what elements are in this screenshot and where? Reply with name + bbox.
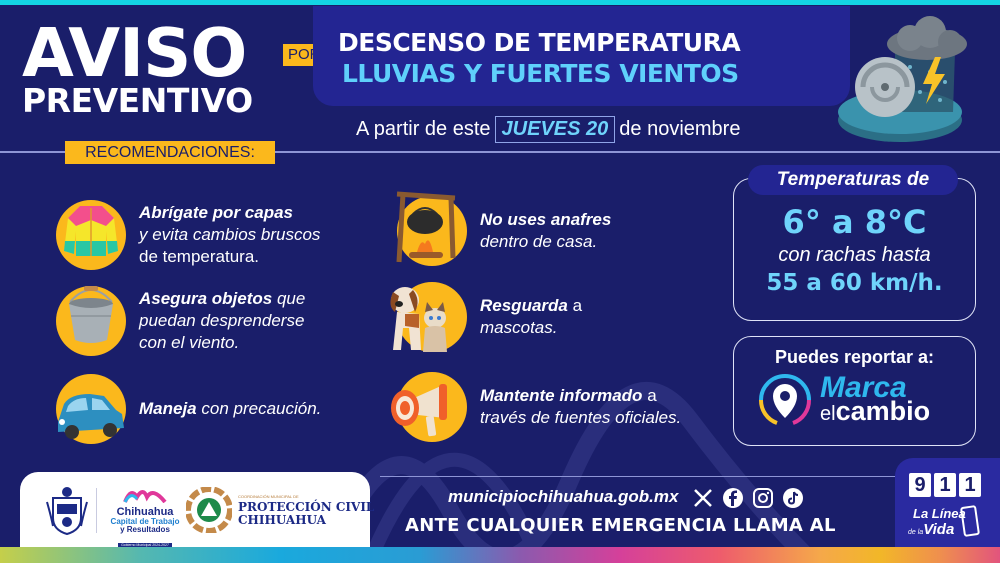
date-suffix: de noviembre bbox=[619, 118, 741, 140]
recommendation-item: Abrígate por capas y evita cambios brusc… bbox=[56, 200, 320, 270]
hotline-label-line2: de laVida bbox=[908, 521, 955, 538]
website-link[interactable]: municipiochihuahua.gob.mx bbox=[448, 487, 679, 506]
temperature-subtext: con rachas hasta bbox=[778, 244, 931, 266]
x-icon[interactable] bbox=[692, 487, 714, 509]
background-wave-decoration bbox=[330, 382, 810, 560]
top-accent-bar bbox=[0, 0, 1000, 5]
marca-brand-line1: Marca bbox=[820, 371, 907, 404]
recommendation-text: No uses anafres dentro de casa. bbox=[480, 210, 612, 251]
title-preventivo: PREVENTIVO bbox=[22, 81, 253, 120]
recommendation-text: Maneja con precaución. bbox=[139, 399, 322, 418]
logo-divider bbox=[96, 488, 97, 533]
hotline-911[interactable]: 9 1 1 bbox=[909, 473, 981, 497]
municipal-shield-icon bbox=[46, 487, 88, 536]
footer-divider bbox=[380, 476, 900, 477]
jacket-icon bbox=[56, 200, 126, 270]
date-highlight: JUEVES 20 bbox=[494, 116, 616, 143]
location-pin-icon bbox=[758, 374, 812, 425]
wind-gust-range: 55 a 60 km/h. bbox=[766, 270, 943, 296]
megaphone-icon bbox=[391, 372, 467, 442]
recommendation-text: Asegura objetos que puedan desprenderse … bbox=[139, 289, 306, 352]
dog-cat-icon bbox=[390, 282, 467, 352]
instagram-icon[interactable] bbox=[752, 487, 774, 509]
recommendation-item: Asegura objetos que puedan desprenderse … bbox=[56, 286, 305, 356]
bucket-icon bbox=[56, 286, 126, 356]
recommendation-item: Mantente informado a través de fuentes o… bbox=[391, 372, 682, 442]
recommendation-item: No uses anafres dentro de casa. bbox=[396, 191, 612, 266]
recommendations-label: RECOMENDACIONES: bbox=[65, 141, 275, 164]
recommendation-text: Abrígate por capas y evita cambios brusc… bbox=[139, 203, 321, 266]
temperature-range: 6° a 8°C bbox=[782, 203, 927, 241]
temperature-label: Temperaturas de bbox=[748, 165, 958, 195]
recommendation-text: Resguarda a mascotas. bbox=[480, 296, 583, 337]
hotline-label-line1: La Línea bbox=[913, 506, 966, 521]
recommendation-item: Maneja con precaución. bbox=[56, 374, 321, 444]
logos-panel: Chihuahua Capital de Trabajo y Resultado… bbox=[20, 472, 374, 550]
chihuahua-logo: Chihuahua Capital de Trabajo y Resultado… bbox=[105, 487, 185, 550]
title-aviso: AVISO bbox=[22, 14, 247, 92]
headline-line2: LLUVIAS Y FUERTES VIENTOS bbox=[342, 59, 739, 88]
social-icons bbox=[692, 487, 804, 509]
storm-hurricane-icon bbox=[838, 16, 967, 142]
headline-panel bbox=[313, 6, 850, 106]
recommendation-text: Mantente informado a través de fuentes o… bbox=[480, 386, 682, 427]
emergency-call-text: ANTE CUALQUIER EMERGENCIA LLAMA AL bbox=[405, 515, 836, 536]
tiktok-icon[interactable] bbox=[782, 487, 804, 509]
rainbow-bottom-bar bbox=[0, 547, 1000, 563]
marca-brand-line2: elcambio bbox=[820, 396, 931, 426]
date-line: A partir de este JUEVES 20 de noviembre bbox=[356, 116, 740, 143]
car-icon bbox=[56, 374, 126, 444]
report-label: Puedes reportar a: bbox=[774, 347, 935, 367]
chihuahua-m-icon bbox=[123, 490, 167, 504]
report-box bbox=[733, 336, 976, 446]
facebook-icon[interactable] bbox=[722, 487, 744, 509]
date-prefix: A partir de este bbox=[356, 118, 491, 140]
cooking-pot-fire-icon bbox=[396, 191, 467, 266]
recommendation-item: Resguarda a mascotas. bbox=[390, 282, 583, 352]
headline-line1: DESCENSO DE TEMPERATURA bbox=[338, 28, 741, 57]
proteccion-civil-emblem-icon bbox=[186, 487, 232, 533]
section-divider bbox=[0, 151, 1000, 153]
